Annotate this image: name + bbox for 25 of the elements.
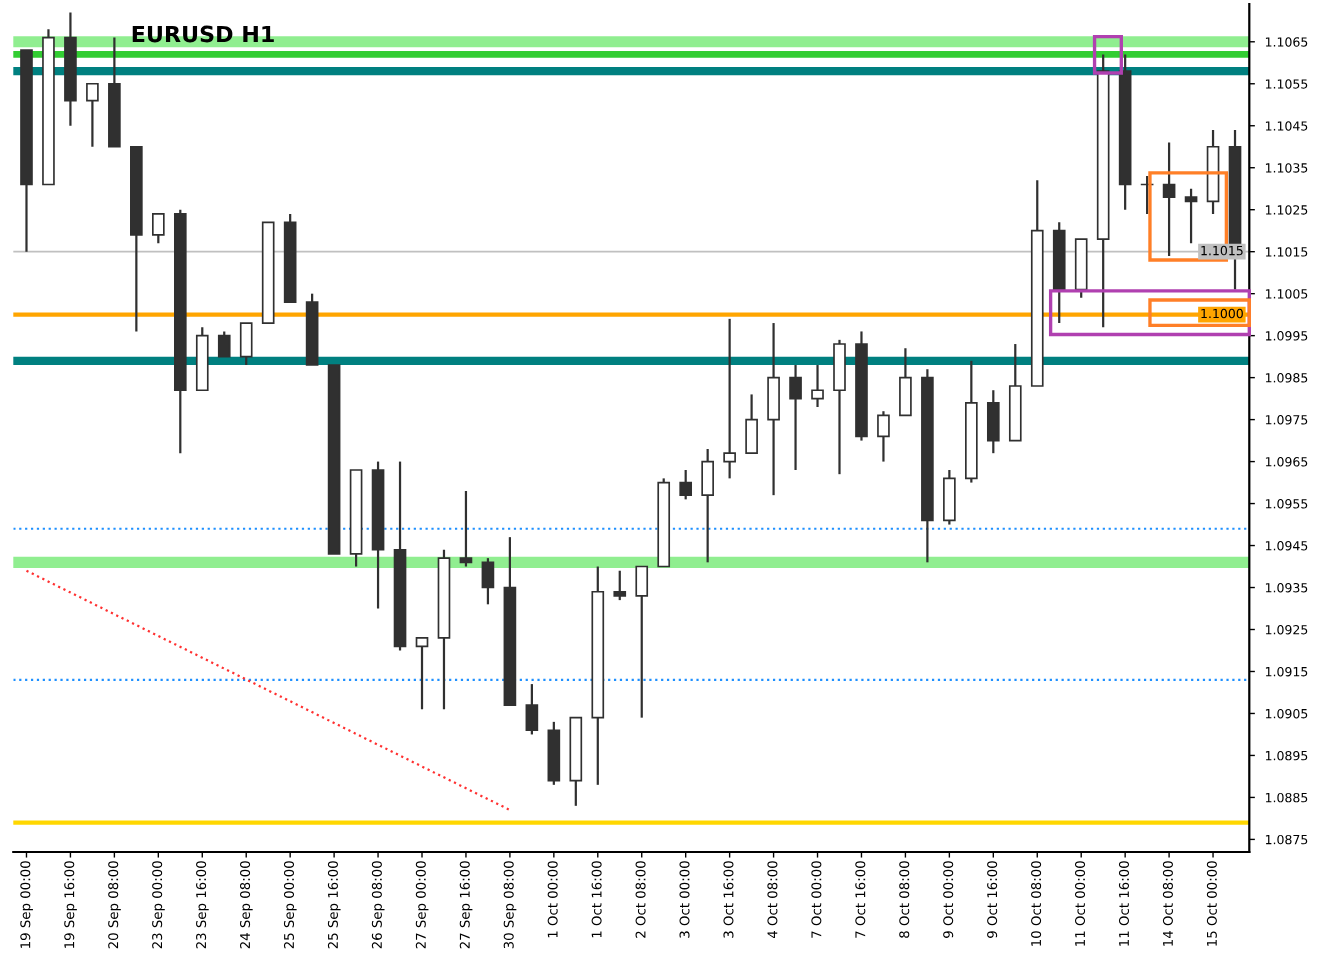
candlestick (613, 569, 627, 602)
candlestick (525, 682, 539, 736)
candlestick (701, 447, 714, 564)
candlestick (239, 321, 253, 367)
candlestick (1184, 187, 1198, 245)
candlestick (986, 389, 1000, 455)
candlestick (789, 363, 802, 472)
candlestick (86, 82, 99, 148)
candlestick (745, 393, 758, 455)
candlestick (459, 489, 473, 568)
candlestick (481, 557, 495, 606)
candlestick (1162, 141, 1176, 257)
text: EURUSD H1 (132, 25, 274, 43)
candlestick (151, 212, 165, 245)
candlestick (767, 321, 780, 497)
candlestick (415, 636, 429, 711)
candlestick (217, 330, 231, 358)
candlestick (635, 565, 649, 719)
candlestick (877, 410, 890, 463)
candlestick (833, 338, 846, 476)
candlestick (811, 363, 824, 409)
candlestick (943, 468, 956, 526)
candlestick (723, 317, 736, 480)
candlestick (679, 468, 693, 501)
candlestick (899, 347, 912, 417)
